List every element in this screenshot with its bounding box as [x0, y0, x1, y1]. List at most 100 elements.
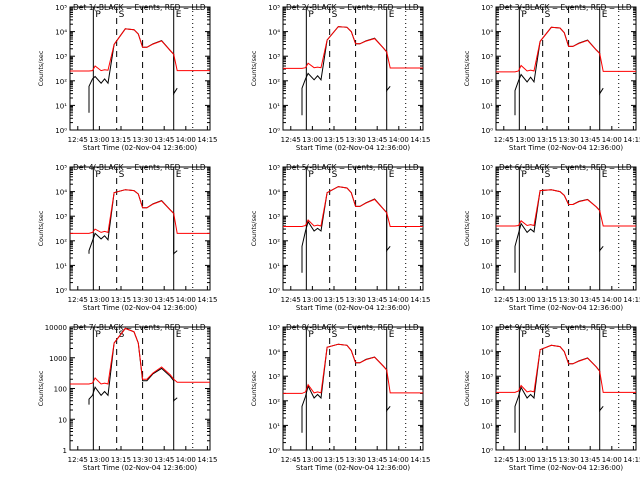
- x-tick-label: 13:45: [367, 296, 387, 304]
- x-axis-label: Start Time (02-Nov-04 12:36:00): [83, 144, 197, 152]
- x-tick-label: 13:00: [302, 136, 322, 144]
- marker-letter: E: [176, 170, 182, 180]
- x-tick-label: 14:15: [197, 136, 217, 144]
- y-tick-label: 10³: [268, 213, 280, 221]
- x-tick-label: 13:45: [154, 136, 174, 144]
- x-tick-label: 13:45: [367, 136, 387, 144]
- marker-letter: S: [332, 170, 338, 180]
- chart-title: Det 2(-BLACK = Events, RED = LLD: [286, 3, 419, 12]
- x-tick-label: 13:30: [132, 136, 152, 144]
- y-tick-label: 10⁰: [481, 447, 493, 455]
- x-tick-label: 13:30: [345, 296, 365, 304]
- x-tick-label: 12:45: [281, 136, 301, 144]
- x-axis-label: Start Time (02-Nov-04 12:36:00): [509, 304, 623, 312]
- y-tick-label: 10⁰: [268, 447, 280, 455]
- x-axis-label: Start Time (02-Nov-04 12:36:00): [296, 144, 410, 152]
- x-tick-label: 12:45: [68, 296, 88, 304]
- y-tick-label: 10⁴: [268, 29, 280, 37]
- x-tick-label: 14:15: [623, 456, 640, 464]
- marker-letter: S: [332, 10, 338, 20]
- y-axis-label: Counts/sec: [250, 50, 258, 86]
- y-tick-label: 10²: [481, 398, 493, 406]
- x-tick-label: 13:15: [324, 296, 344, 304]
- chart-title: Det 6(-BLACK = Events, RED = LLD: [499, 163, 632, 172]
- y-tick-label: 10⁵: [55, 4, 67, 12]
- y-tick-label: 10⁵: [268, 4, 280, 12]
- y-tick-label: 10³: [481, 53, 493, 61]
- y-tick-label: 10⁵: [268, 164, 280, 172]
- plot-frame: [282, 166, 424, 291]
- x-tick-label: 12:45: [494, 456, 514, 464]
- x-tick-label: 13:45: [580, 296, 600, 304]
- y-axis-label: Counts/sec: [463, 210, 471, 246]
- chart-title: Det 8(-BLACK = Events, RED = LLD: [286, 323, 419, 332]
- plot-frame: [495, 166, 637, 291]
- x-tick-label: 12:45: [68, 456, 88, 464]
- x-tick-label: 13:15: [537, 456, 557, 464]
- marker-letter: E: [389, 330, 395, 340]
- y-tick-label: 10¹: [481, 102, 493, 110]
- y-tick-label: 10²: [55, 78, 67, 86]
- x-tick-label: 14:15: [623, 296, 640, 304]
- marker-letter: E: [602, 10, 608, 20]
- x-tick-label: 13:30: [132, 456, 152, 464]
- y-tick-label: 10⁵: [55, 164, 67, 172]
- marker-letter: P: [521, 10, 527, 20]
- y-axis-label: Counts/sec: [37, 50, 45, 86]
- y-axis-label: Counts/sec: [37, 210, 45, 246]
- x-tick-label: 14:15: [623, 136, 640, 144]
- chart-title: Det 1(-BLACK = Events, RED = LLD: [73, 3, 206, 12]
- chart-title: Det 5(-BLACK = Events, RED = LLD: [286, 163, 419, 172]
- x-tick-label: 12:45: [281, 296, 301, 304]
- chart-panel-2: P S E 12:45 13:00 13:15 13:30 13:45 14:00 14:15 10…: [250, 3, 431, 152]
- x-axis-label: Start Time (02-Nov-04 12:36:00): [296, 304, 410, 312]
- x-tick-label: 13:00: [515, 136, 535, 144]
- series-line-events: [301, 186, 391, 273]
- plot-frame: [69, 166, 211, 291]
- x-tick-label: 12:45: [494, 136, 514, 144]
- series-line-lld: [283, 186, 423, 227]
- y-tick-label: 10¹: [268, 102, 280, 110]
- x-tick-label: 13:45: [580, 136, 600, 144]
- x-tick-label: 13:00: [302, 456, 322, 464]
- series-line-lld: [496, 344, 636, 393]
- x-tick-label: 14:00: [602, 456, 622, 464]
- x-tick-label: 14:15: [197, 456, 217, 464]
- marker-letter: S: [119, 330, 125, 340]
- marker-letter: P: [308, 10, 314, 20]
- y-tick-label: 1000: [49, 355, 67, 363]
- y-tick-label: 10⁴: [481, 29, 493, 37]
- y-tick-label: 10⁰: [55, 287, 67, 295]
- x-axis-label: Start Time (02-Nov-04 12:36:00): [509, 464, 623, 472]
- marker-letter: P: [521, 330, 527, 340]
- x-tick-label: 14:00: [389, 136, 409, 144]
- y-tick-label: 10³: [55, 53, 67, 61]
- x-tick-label: 13:00: [89, 136, 109, 144]
- x-tick-label: 13:00: [89, 456, 109, 464]
- chart-panel-8: P S E 12:45 13:00 13:15 13:30 13:45 14:00 14:15 10…: [250, 323, 431, 472]
- chart-title: Det 9(-BLACK = Events, RED = LLD: [499, 323, 632, 332]
- plot-frame: [282, 326, 424, 451]
- y-tick-label: 10⁰: [481, 287, 493, 295]
- x-tick-label: 13:00: [89, 296, 109, 304]
- series-line-lld: [70, 327, 210, 385]
- x-tick-label: 14:00: [389, 296, 409, 304]
- y-tick-label: 10⁰: [268, 127, 280, 135]
- series-line-events: [88, 189, 178, 255]
- y-axis-label: Counts/sec: [463, 370, 471, 406]
- y-tick-label: 10⁴: [481, 189, 493, 197]
- y-tick-label: 10: [58, 416, 67, 424]
- series-line-lld: [70, 189, 210, 234]
- y-tick-label: 10000: [45, 324, 67, 332]
- marker-letter: S: [332, 330, 338, 340]
- y-tick-label: 10¹: [268, 262, 280, 270]
- x-tick-label: 14:15: [410, 136, 430, 144]
- x-tick-label: 13:15: [111, 136, 131, 144]
- plot-frame: [495, 326, 637, 451]
- y-tick-label: 10²: [55, 238, 67, 246]
- y-tick-label: 10¹: [55, 102, 67, 110]
- series-line-events: [514, 344, 604, 433]
